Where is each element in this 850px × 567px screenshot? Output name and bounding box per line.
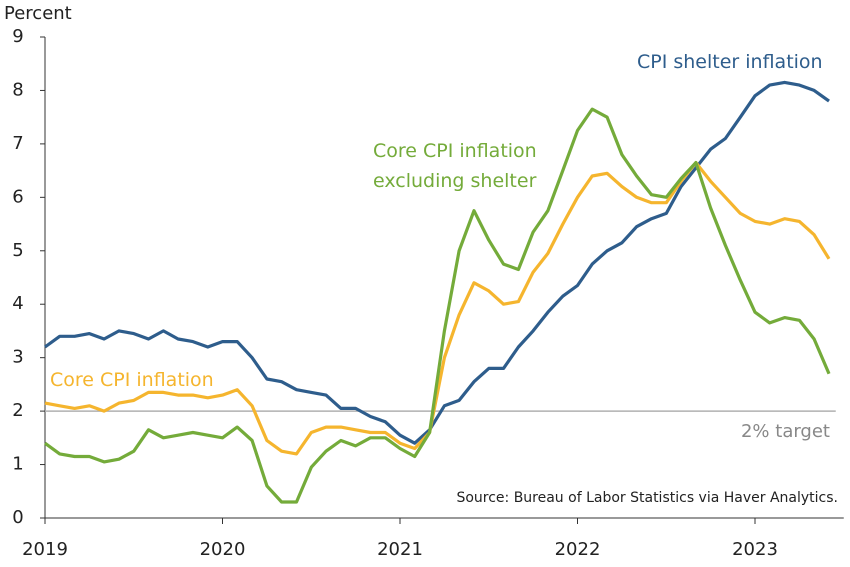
x-tick-label: 2022: [555, 539, 601, 560]
y-tick-label: 9: [12, 26, 23, 47]
x-tick-label: 2019: [22, 539, 68, 560]
y-tick-label: 8: [12, 79, 23, 100]
reference-label: 2% target: [741, 421, 830, 442]
x-tick-label: 2021: [377, 539, 423, 560]
y-tick-label: 0: [12, 507, 23, 528]
series-label: Core CPI inflation: [50, 369, 214, 391]
source: Source: Bureau of Labor Statistics via H…: [456, 490, 838, 506]
y-tick-label: 1: [12, 454, 23, 475]
y-tick-label: 5: [12, 240, 23, 261]
series-label: Core CPI inflation excluding shelter: [373, 140, 537, 192]
series-label: CPI shelter inflation: [637, 51, 823, 73]
x-tick-label: 2020: [200, 539, 246, 560]
y-axis-label: Percent: [4, 3, 72, 24]
y-tick-label: 4: [12, 293, 23, 314]
y-tick-label: 6: [12, 186, 23, 207]
series-line: [44, 107, 831, 504]
y-tick-label: 2: [12, 400, 23, 421]
y-tick-label: 3: [12, 347, 23, 368]
y-tick-label: 7: [12, 133, 23, 154]
x-tick-label: 2023: [732, 539, 778, 560]
